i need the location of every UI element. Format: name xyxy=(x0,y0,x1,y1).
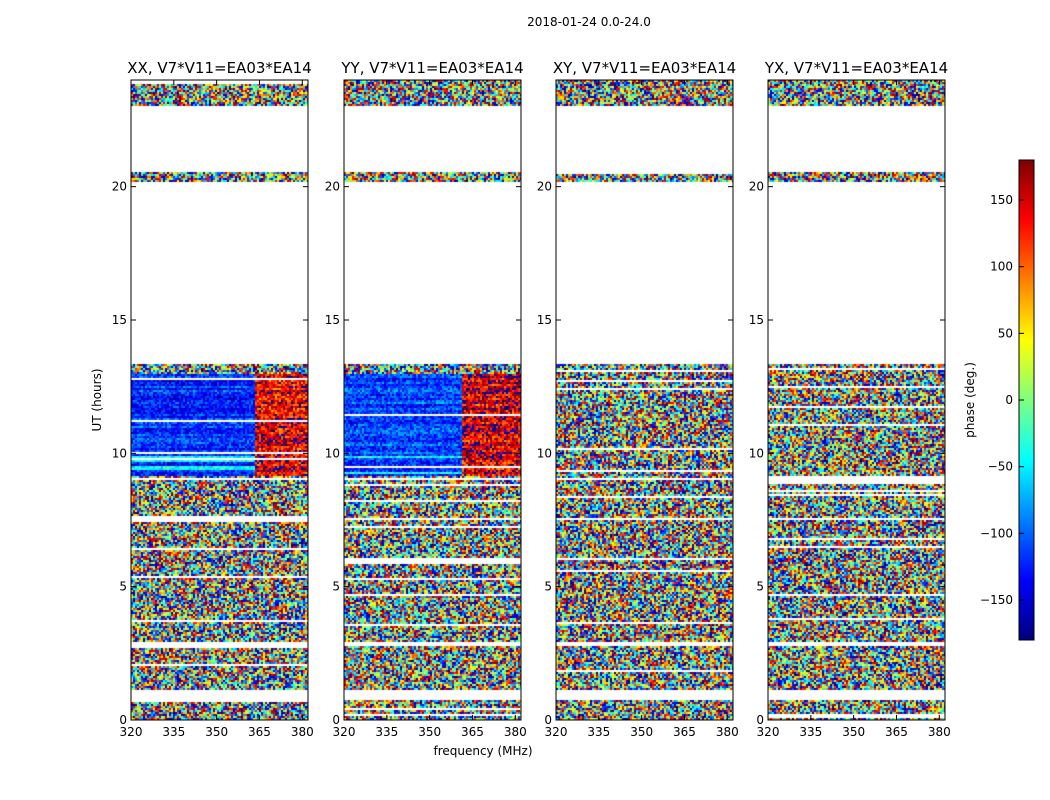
x-tick-label: 380 xyxy=(504,725,527,739)
x-tick-label: 335 xyxy=(799,725,822,739)
x-tick-label: 380 xyxy=(291,725,314,739)
figure-suptitle: 2018-01-24 0.0-24.0 xyxy=(527,15,651,29)
x-tick-label: 320 xyxy=(545,725,568,739)
panel-title: XY, V7*V11=EA03*EA14 xyxy=(553,59,736,77)
x-tick-label: 335 xyxy=(162,725,185,739)
y-axis-label: UT (hours) xyxy=(90,368,104,431)
y-tick-label: 0 xyxy=(544,713,552,727)
colorbar-tick-label: 100 xyxy=(990,260,1013,274)
x-tick-label: 350 xyxy=(630,725,653,739)
y-tick-label: 20 xyxy=(749,180,764,194)
panels-layer: XX, V7*V11=EA03*EA14 0 5 10 15 20 320 335 350 365… xyxy=(112,59,951,739)
y-tick-label: 15 xyxy=(537,313,552,327)
panel-title: XX, V7*V11=EA03*EA14 xyxy=(127,59,311,77)
x-tick-label: 380 xyxy=(716,725,739,739)
x-tick-label: 350 xyxy=(205,725,228,739)
y-tick-label: 0 xyxy=(332,713,340,727)
panel-2: YY, V7*V11=EA03*EA14 0 5 10 15 20 320 335 350 365… xyxy=(325,59,527,739)
panel-frame xyxy=(130,79,309,721)
heatmap-canvas-panel-4 xyxy=(768,80,945,720)
colorbar-tick-label: 50 xyxy=(998,326,1013,340)
x-tick-label: 350 xyxy=(418,725,441,739)
panel-frame xyxy=(343,79,522,721)
y-tick-label: 15 xyxy=(749,313,764,327)
panel-title: YY, V7*V11=EA03*EA14 xyxy=(340,59,523,77)
x-tick-label: 380 xyxy=(928,725,951,739)
panel-4: YX, V7*V11=EA03*EA14 0 5 10 15 20 320 335 350 365… xyxy=(749,59,951,739)
x-tick-label: 365 xyxy=(461,725,484,739)
panel-frame xyxy=(555,79,734,721)
colorbar-ticks: −150 −100 −50 0 50 100 150 xyxy=(980,193,1024,607)
colorbar-tick-label: −150 xyxy=(980,593,1013,607)
x-tick-label: 350 xyxy=(842,725,865,739)
colorbar-label: phase (deg.) xyxy=(963,362,977,438)
panel-title: YX, V7*V11=EA03*EA14 xyxy=(764,59,948,77)
y-tick-label: 15 xyxy=(325,313,340,327)
panel-1: XX, V7*V11=EA03*EA14 0 5 10 15 20 320 335 350 365… xyxy=(112,59,314,739)
y-tick-label: 10 xyxy=(112,446,127,460)
x-tick-label: 335 xyxy=(587,725,610,739)
x-tick-label: 320 xyxy=(120,725,143,739)
y-tick-label: 5 xyxy=(332,580,340,594)
y-tick-label: 5 xyxy=(544,580,552,594)
x-axis-label: frequency (MHz) xyxy=(433,744,532,758)
x-tick-label: 320 xyxy=(757,725,780,739)
x-tick-label: 365 xyxy=(673,725,696,739)
colorbar: −150 −100 −50 0 50 100 150 phase (deg.) xyxy=(963,159,1035,641)
colorbar-tick-label: −100 xyxy=(980,526,1013,540)
x-tick-label: 335 xyxy=(375,725,398,739)
heatmap-canvas-panel-1 xyxy=(131,80,308,720)
y-tick-label: 10 xyxy=(325,446,340,460)
x-tick-label: 320 xyxy=(333,725,356,739)
y-tick-label: 20 xyxy=(537,180,552,194)
heatmap-canvas-panel-3 xyxy=(556,80,733,720)
y-tick-label: 0 xyxy=(119,713,127,727)
heatmap-canvas-panel-2 xyxy=(344,80,521,720)
y-tick-label: 15 xyxy=(112,313,127,327)
y-tick-label: 5 xyxy=(119,580,127,594)
colorbar-tick-label: 0 xyxy=(1005,393,1013,407)
x-tick-label: 365 xyxy=(248,725,271,739)
y-tick-label: 5 xyxy=(756,580,764,594)
y-tick-label: 10 xyxy=(537,446,552,460)
y-tick-label: 0 xyxy=(756,713,764,727)
y-tick-label: 20 xyxy=(112,180,127,194)
colorbar-tick-label: 150 xyxy=(990,193,1013,207)
x-tick-label: 365 xyxy=(885,725,908,739)
panel-frame xyxy=(767,79,946,721)
colorbar-tick-label: −50 xyxy=(988,460,1013,474)
y-tick-label: 20 xyxy=(325,180,340,194)
panel-3: XY, V7*V11=EA03*EA14 0 5 10 15 20 320 335 350 365… xyxy=(537,59,739,739)
y-tick-label: 10 xyxy=(749,446,764,460)
